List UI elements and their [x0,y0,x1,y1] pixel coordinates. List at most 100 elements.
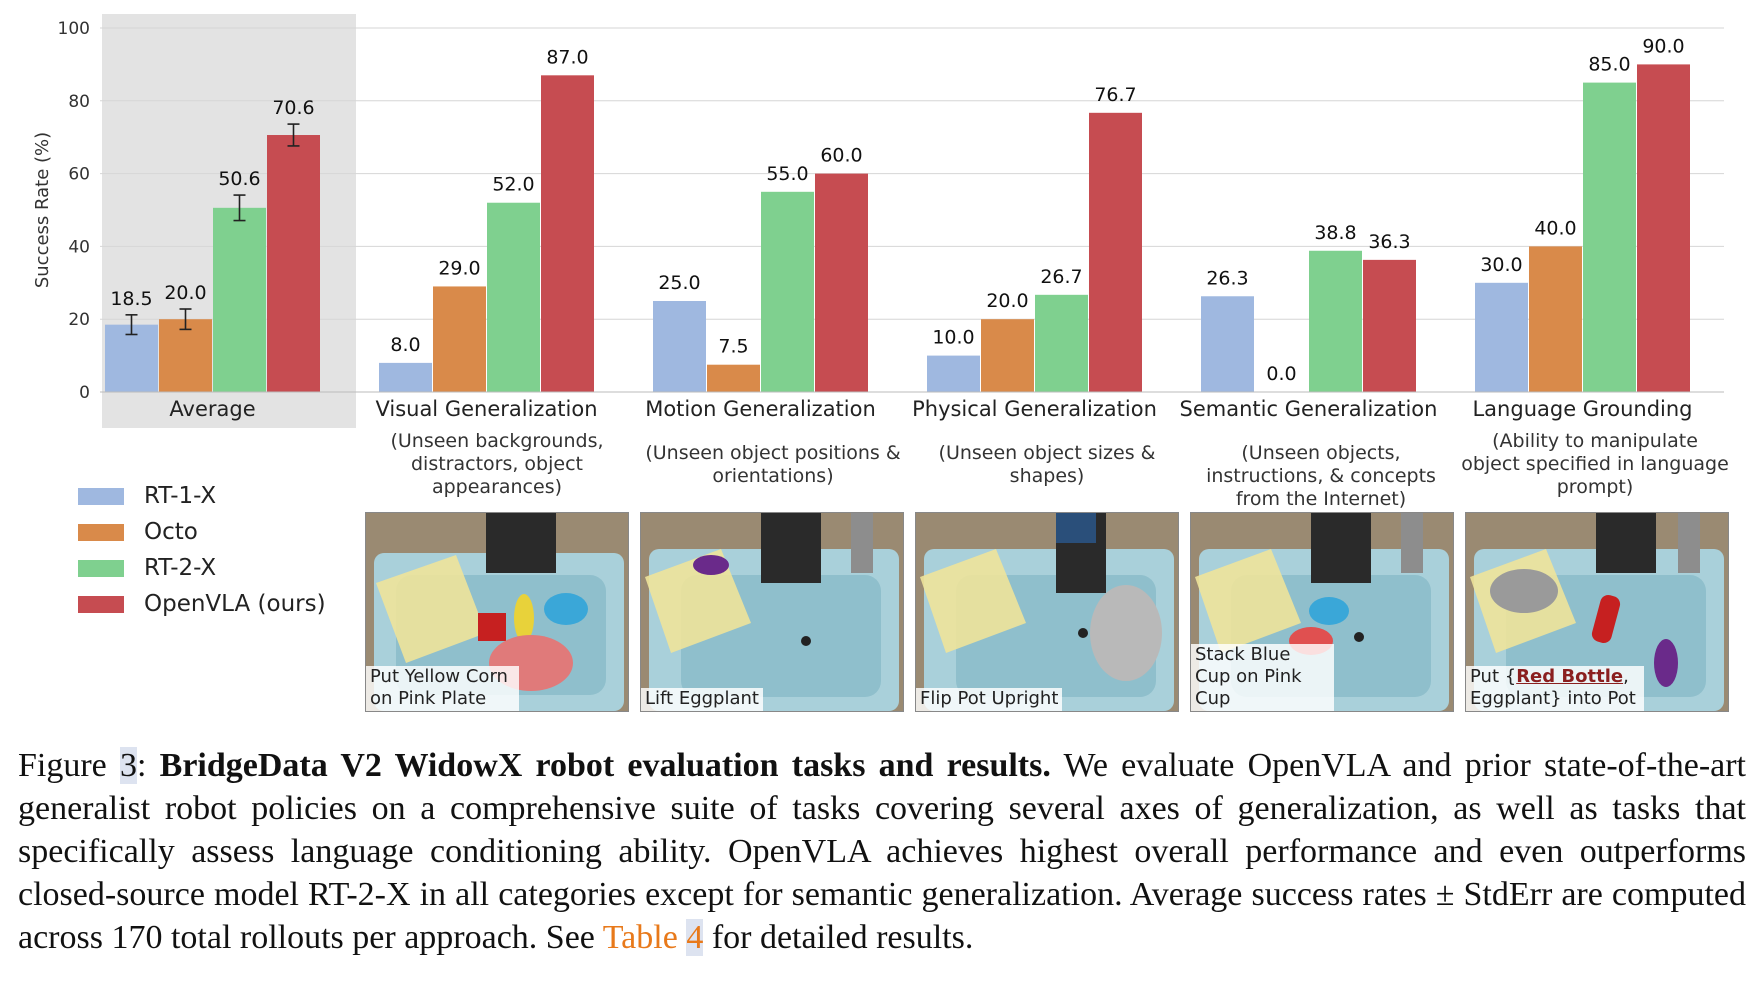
bar [487,202,540,392]
y-axis-label: Success Rate (%) [32,132,53,288]
data-label: 36.3 [1368,231,1410,253]
data-label: 40.0 [1534,217,1576,239]
subtitle-physical: (Unseen object sizes & shapes) [938,442,1156,487]
legend-label: Octo [144,519,198,545]
data-label: 30.0 [1480,254,1522,276]
task-photo-cup: Stack Blue Cup on Pink Cup [1190,512,1454,712]
bar [1583,82,1636,392]
bar [1529,246,1582,392]
y-tick-label: 100 [58,19,90,39]
y-tick-label: 20 [68,310,90,330]
data-label: 7.5 [718,336,748,358]
data-label: 52.0 [492,174,534,196]
bar [1089,112,1142,392]
figure-caption: Figure 3: BridgeData V2 WidowX robot eva… [18,744,1746,959]
x-category-label: Semantic Generalization [1180,397,1438,421]
legend-label: OpenVLA (ours) [144,591,326,617]
y-tick-label: 60 [68,165,90,185]
legend-swatch [78,487,124,505]
task-photo-bottle: Put {Red Bottle, Eggplant} into Pot [1465,512,1729,712]
x-category-label: Average [169,397,255,421]
bar [981,319,1034,392]
legend-item-openvla: OpenVLA (ours) [78,586,326,622]
data-label: 85.0 [1588,54,1630,76]
table-ref-number: 4 [686,919,704,956]
task-label: Lift Eggplant [641,688,763,711]
x-category-label: Visual Generalization [375,397,597,421]
bar-chart: 0 20 40 60 80 100 Success Rate (%) 18.5 20.0 50.6… [32,14,1724,428]
task-label: Put Yellow Corn on Pink Plate [366,666,519,711]
x-category-label: Motion Generalization [645,397,876,421]
caption-sep: : [136,747,160,784]
data-label: 8.0 [390,334,420,356]
sink-scene-image [1466,513,1728,711]
bar [1309,250,1362,392]
data-label: 29.0 [438,257,480,279]
bar [159,319,212,392]
bar [653,301,706,392]
bar [541,75,594,392]
bar [105,324,158,392]
data-label: 26.7 [1040,266,1082,288]
y-tick-label: 0 [79,383,90,403]
data-label: 50.6 [218,168,260,190]
data-label: 60.0 [820,145,862,167]
bar [1035,294,1088,392]
legend-item-rt1x: RT-1-X [78,478,326,514]
task-photo-eggplant: Lift Eggplant [640,512,904,712]
bar [213,207,266,392]
bar [927,355,980,392]
data-label: 18.5 [110,288,152,310]
legend-label: RT-2-X [144,555,217,581]
caption-title: BridgeData V2 WidowX robot evaluation ta… [159,747,1051,784]
caption-figure-number[interactable]: 3 [119,747,137,784]
data-label: 70.6 [272,97,314,119]
task-label: Flip Pot Upright [916,688,1063,711]
data-label: 0.0 [1266,363,1296,385]
task-label: Stack Blue Cup on Pink Cup [1191,644,1334,711]
task-photo-corn: Put Yellow Corn on Pink Plate [365,512,629,712]
bar [1201,296,1254,392]
legend-swatch [78,559,124,577]
data-label: 38.8 [1314,222,1356,244]
y-tick-label: 40 [68,237,90,257]
task-photo-pot: Flip Pot Upright [915,512,1179,712]
bar [815,173,868,392]
data-label: 25.0 [658,272,700,294]
y-tick-label: 80 [68,92,90,112]
legend-item-rt2x: RT-2-X [78,550,326,586]
data-label: 10.0 [932,327,974,349]
subtitle-motion: (Unseen object positions & orientations) [645,442,901,487]
x-category-label: Language Grounding [1472,397,1692,421]
bar [433,286,486,392]
x-category-label: Physical Generalization [912,397,1157,421]
sink-scene-image [641,513,903,711]
data-label: 20.0 [986,290,1028,312]
bar [707,364,760,392]
sink-scene-image [916,513,1178,711]
task-label-bold: Red Bottle [1516,666,1624,687]
legend-swatch [78,523,124,541]
legend-label: RT-1-X [144,483,217,509]
caption-body: We evaluate OpenVLA and prior state-of-t… [18,747,1746,956]
bar [267,135,320,393]
caption-prefix: Figure [18,747,120,784]
bar [761,191,814,392]
table-ref-text: Table [602,919,687,956]
task-label-prefix: Put { [1470,666,1517,687]
chart-legend: RT-1-X Octo RT-2-X OpenVLA (ours) [78,478,326,622]
task-label: Put {Red Bottle, Eggplant} into Pot [1466,666,1644,711]
data-label: 26.3 [1206,267,1248,289]
table-ref-link[interactable]: Table 4 [603,919,704,956]
subtitle-language: (Ability to manipulate object specified … [1461,430,1729,498]
bar [1637,64,1690,393]
bar [1363,259,1416,392]
task-label-suffix: , Eggplant} into Pot [1470,666,1636,709]
bar [1475,282,1528,392]
subtitle-visual: (Unseen backgrounds, distractors, object… [390,430,604,498]
data-label: 55.0 [766,163,808,185]
legend-swatch [78,595,124,613]
data-label: 76.7 [1094,84,1136,106]
legend-item-octo: Octo [78,514,326,550]
